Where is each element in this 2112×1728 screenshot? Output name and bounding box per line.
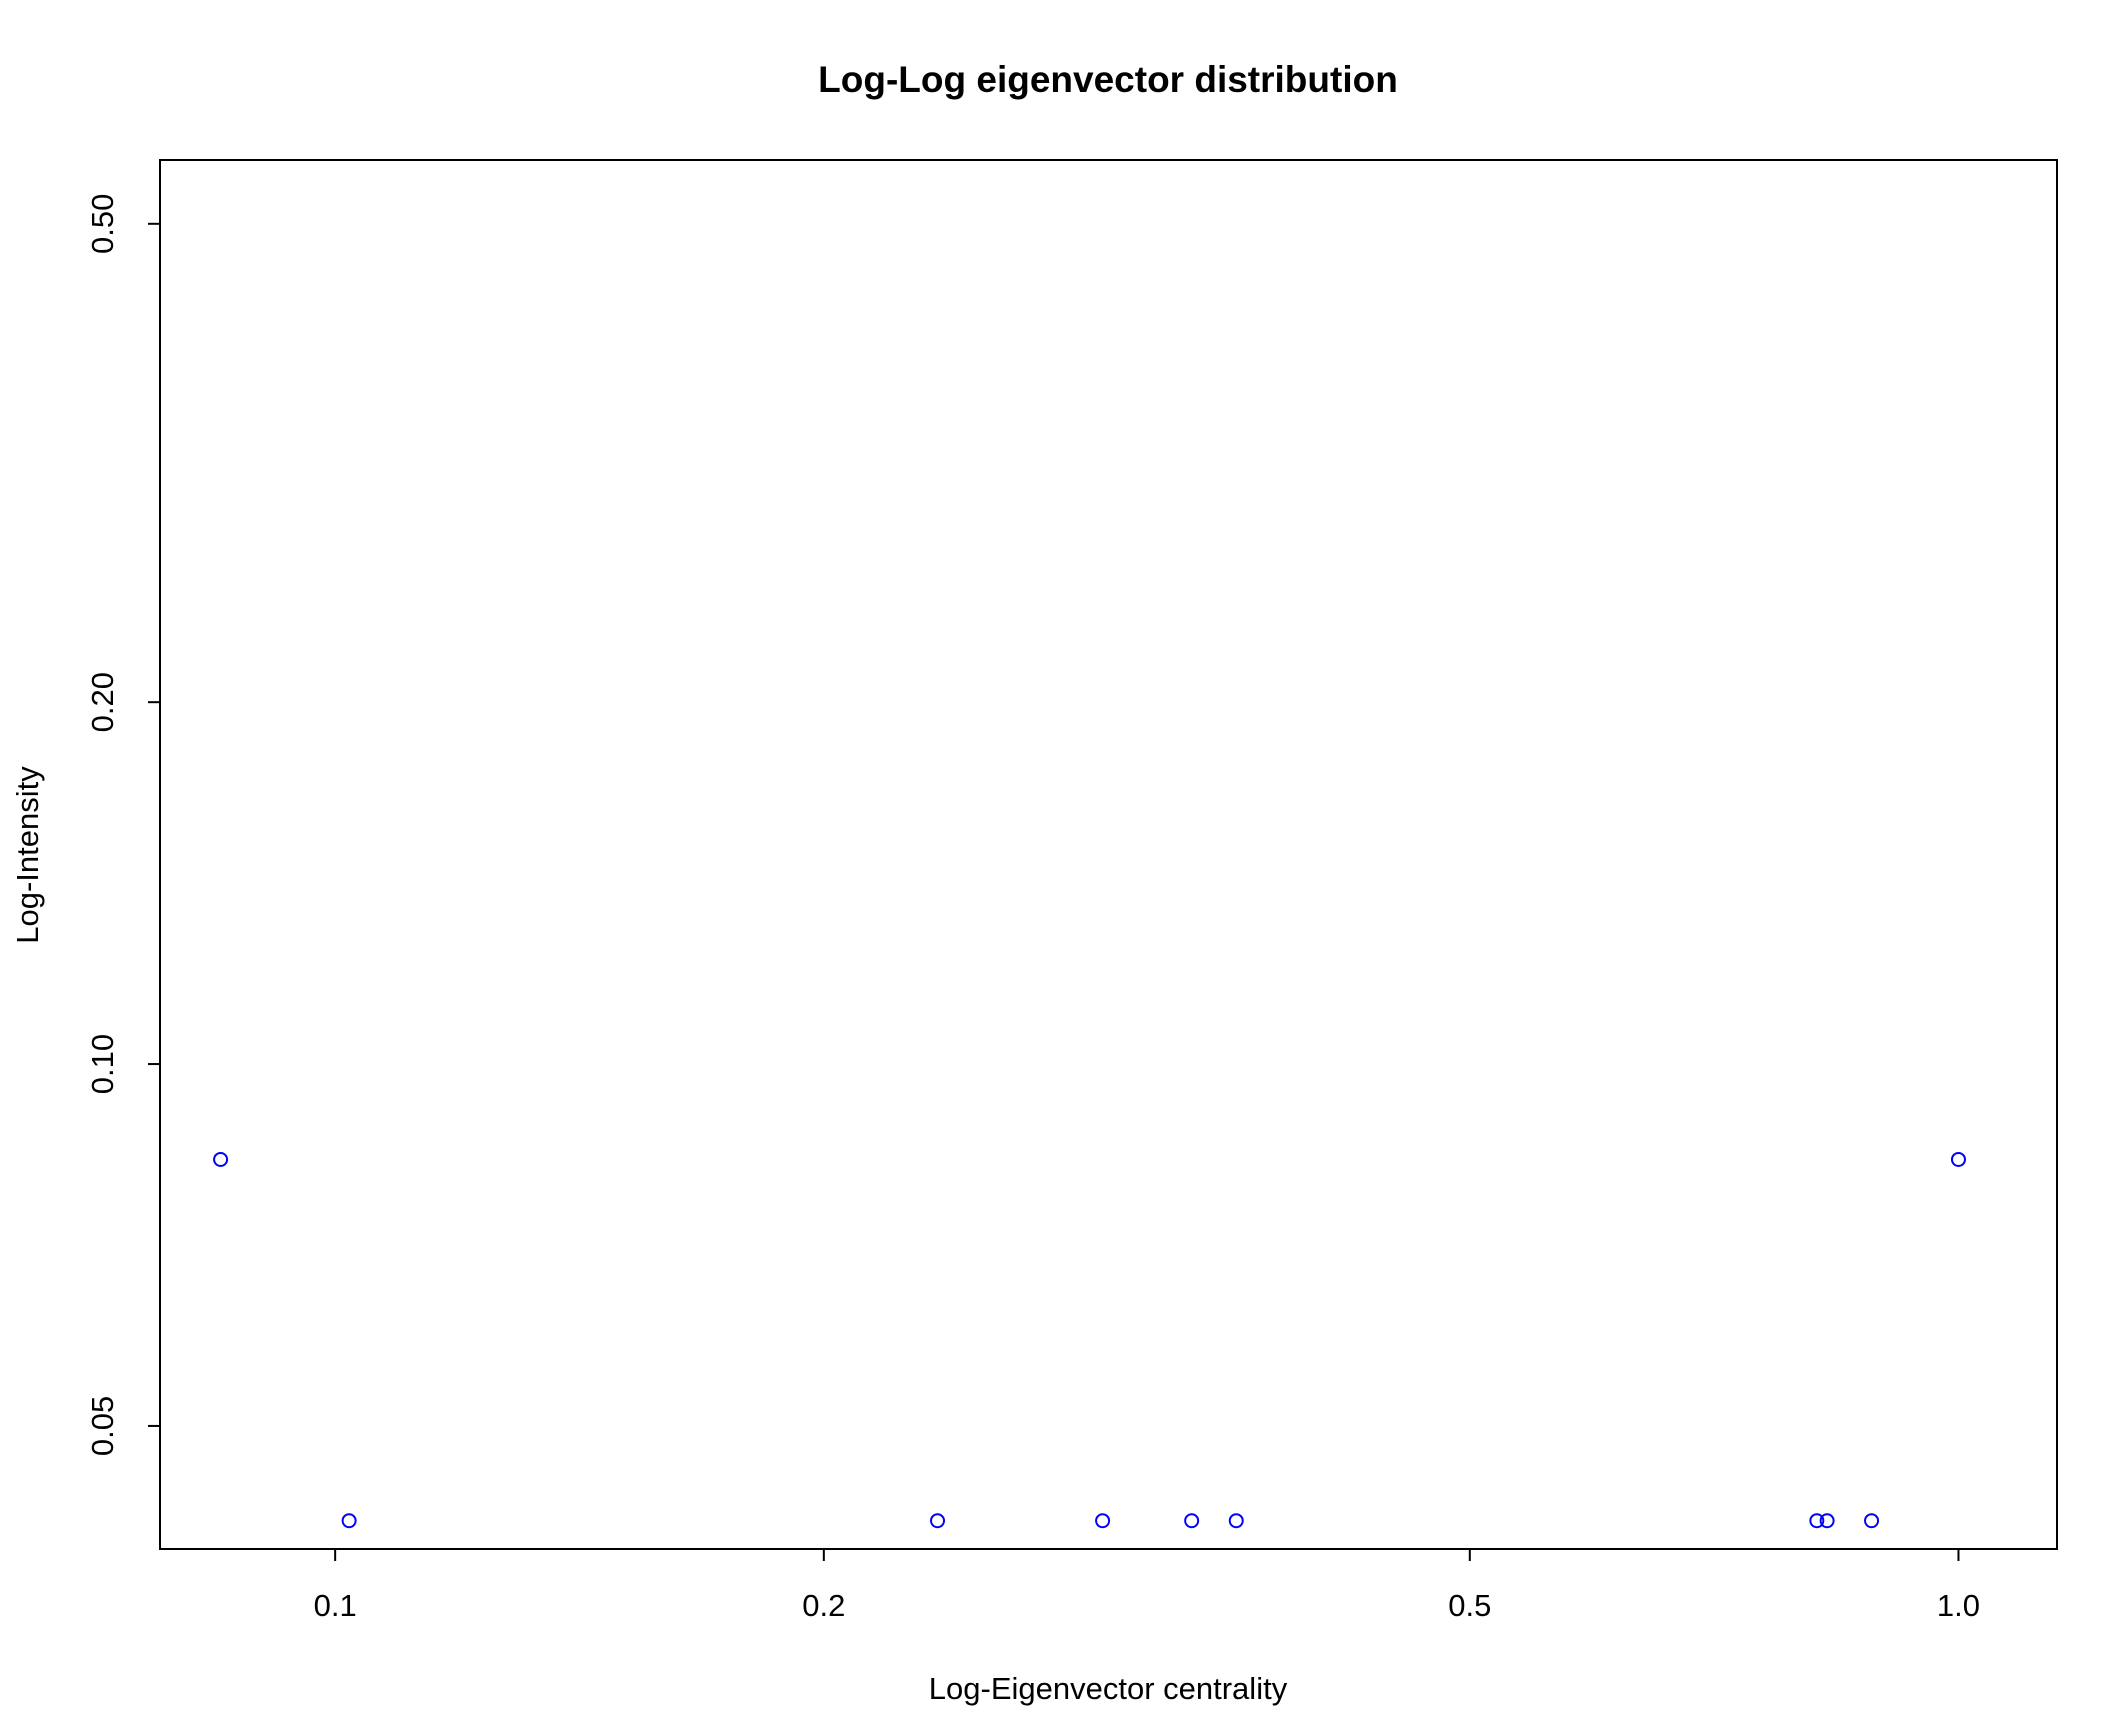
data-point bbox=[1950, 1151, 1966, 1167]
x-tick-label: 0.1 bbox=[314, 1588, 357, 1623]
data-points bbox=[213, 1151, 1966, 1529]
y-axis: 0.05 0.10 0.20 0.50 bbox=[85, 194, 160, 1456]
x-axis: 0.1 0.2 0.5 1.0 bbox=[314, 1549, 1980, 1623]
x-tick-label: 0.2 bbox=[802, 1588, 845, 1623]
plot-frame bbox=[159, 159, 2058, 1550]
x-axis-label: Log-Eigenvector centrality bbox=[929, 1671, 1288, 1706]
y-axis-label: Log-Intensity bbox=[10, 766, 45, 944]
chart-title: Log-Log eigenvector distribution bbox=[818, 59, 1398, 100]
data-point bbox=[1095, 1513, 1111, 1529]
data-point bbox=[213, 1151, 229, 1167]
data-point bbox=[1184, 1513, 1200, 1529]
data-point bbox=[341, 1513, 357, 1529]
data-point bbox=[930, 1513, 946, 1529]
y-tick-label: 0.50 bbox=[85, 194, 120, 254]
data-point bbox=[1809, 1513, 1825, 1529]
x-tick-label: 0.5 bbox=[1448, 1588, 1491, 1623]
y-tick-label: 0.10 bbox=[85, 1034, 120, 1094]
y-tick-label: 0.20 bbox=[85, 672, 120, 732]
y-tick-label: 0.05 bbox=[85, 1396, 120, 1456]
data-point bbox=[1864, 1513, 1880, 1529]
x-tick-label: 1.0 bbox=[1937, 1588, 1980, 1623]
data-point bbox=[1228, 1513, 1244, 1529]
data-point bbox=[1819, 1513, 1835, 1529]
